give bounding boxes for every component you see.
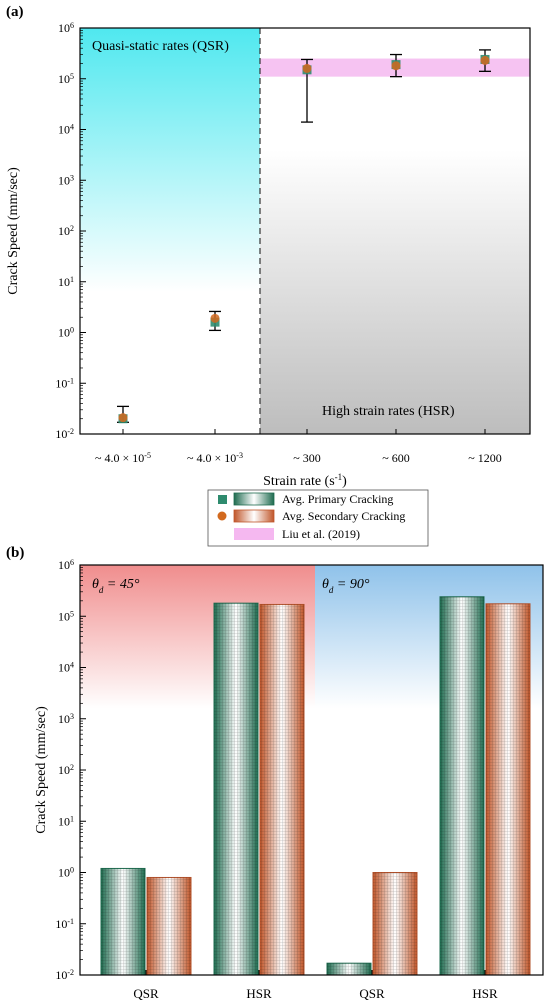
- y-tick-label: 106: [58, 558, 74, 573]
- primary-bar-texture: [101, 868, 145, 975]
- x-axis-label: Strain rate (s-1): [263, 472, 347, 489]
- x-tick-label: HSR: [472, 986, 498, 1001]
- hsr-region-label: High strain rates (HSR): [322, 404, 455, 419]
- y-tick-label: 10-1: [55, 376, 74, 391]
- legend-reference-swatch: [234, 528, 274, 540]
- legend-secondary-bar-swatch: [233, 509, 275, 523]
- secondary-point: [391, 61, 401, 71]
- legend-reference-label: Liu et al. (2019): [282, 527, 360, 541]
- panel-b-label: (b): [6, 545, 24, 561]
- group-45-label: θd = 45°: [92, 577, 140, 595]
- qsr-region-label: Quasi-static rates (QSR): [92, 39, 229, 54]
- x-axis-ticks: QSR HSR QSR HSR: [133, 970, 498, 1001]
- x-tick-label: ~ 4.0 × 10-5: [95, 451, 151, 466]
- y-tick-label: 101: [58, 274, 74, 289]
- legend-primary-label: Avg. Primary Cracking: [282, 492, 393, 506]
- legend: Avg. Primary Cracking Avg. Secondary Cra…: [207, 489, 429, 547]
- y-tick-label: 102: [58, 224, 74, 239]
- y-tick-label: 10-2: [55, 968, 74, 983]
- y-tick-label: 101: [58, 814, 74, 829]
- panel-a: (a) Quasi-static rates (QSR) High strain…: [6, 4, 531, 547]
- y-tick-label: 10-2: [55, 427, 74, 442]
- primary-bar-texture: [440, 596, 484, 975]
- legend-secondary-label: Avg. Secondary Cracking: [282, 509, 405, 523]
- bars: [100, 596, 531, 976]
- secondary-point: [480, 55, 490, 65]
- hsr-region-background: [260, 28, 530, 434]
- x-axis-ticks: ~ 4.0 × 10-5 ~ 4.0 × 10-3 ~ 300 ~ 600 ~ 1200: [95, 429, 502, 465]
- group-90-label: θd = 90°: [322, 577, 370, 595]
- secondary-point: [210, 313, 220, 323]
- x-tick-label: QSR: [133, 986, 159, 1001]
- y-tick-label: 104: [58, 122, 74, 137]
- secondary-bar-texture: [486, 603, 530, 975]
- primary-bar-texture: [214, 603, 258, 975]
- y-tick-label: 103: [58, 173, 74, 188]
- y-tick-label: 102: [58, 763, 74, 778]
- y-tick-label: 106: [58, 21, 74, 36]
- y-tick-label: 105: [58, 609, 74, 624]
- x-tick-label: ~ 300: [293, 451, 321, 465]
- y-axis-ticks: 10-2 10-1 100 101 102 103 104 105 106: [55, 558, 86, 983]
- secondary-point: [302, 63, 312, 73]
- panel-a-label: (a): [6, 4, 24, 20]
- y-tick-label: 100: [58, 865, 74, 880]
- y-axis-ticks: 10-2 10-1 100 101 102 103 104 105 106: [55, 21, 86, 442]
- secondary-point: [118, 413, 128, 423]
- x-tick-label: ~ 4.0 × 10-3: [187, 451, 243, 466]
- primary-bar-texture: [327, 963, 371, 975]
- y-axis-label: Crack Speed (mm/sec): [6, 167, 21, 295]
- x-tick-label: QSR: [359, 986, 385, 1001]
- x-tick-label: ~ 1200: [468, 451, 502, 465]
- secondary-bar-texture: [373, 872, 417, 975]
- y-tick-label: 105: [58, 71, 74, 86]
- plot-frame: [79, 27, 531, 435]
- y-tick-label: 103: [58, 711, 74, 726]
- y-tick-label: 10-1: [55, 916, 74, 931]
- y-axis-label: Crack Speed (mm/sec): [34, 706, 49, 834]
- panel-b: (b) θd = 45° θd = 90° 10-210-11001011021…: [6, 545, 544, 1001]
- qsr-region-background: [80, 28, 260, 434]
- secondary-bar-texture: [147, 877, 191, 975]
- y-tick-label: 104: [58, 660, 74, 675]
- plot-frame: [79, 564, 544, 976]
- x-tick-label: ~ 600: [382, 451, 410, 465]
- data-points: [117, 49, 491, 424]
- legend-primary-bar-swatch: [233, 492, 275, 506]
- secondary-bar-texture: [260, 604, 304, 975]
- x-tick-label: HSR: [246, 986, 272, 1001]
- legend-secondary-marker: [217, 511, 227, 521]
- legend-primary-marker: [218, 495, 227, 504]
- y-tick-label: 100: [58, 325, 74, 340]
